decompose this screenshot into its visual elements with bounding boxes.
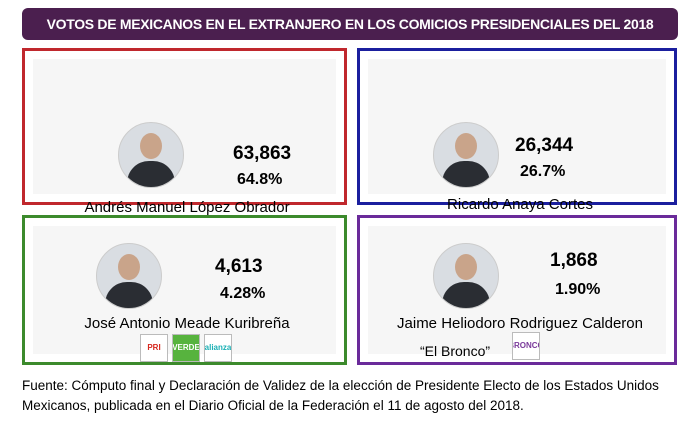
candidate-photo [118,122,184,188]
card-background [368,59,666,194]
nickname: “El Bronco” [420,343,491,359]
party-logo: PRI [140,334,168,362]
party-logos: BRONCO [512,332,540,360]
candidate-photo [433,122,499,188]
candidate-card: 4,613 4.28% José Antonio Meade Kuribreña PR… [22,215,347,365]
vote-count: 26,344 [515,135,574,156]
candidate-card: 1,868 1.90% Jaime Heliodoro Rodriguez Cald… [357,215,677,365]
candidate-name: Andrés Manuel López Obrador [84,199,290,216]
candidate-name: Ricardo Anaya Cortes [447,196,593,213]
party-logo: alianza [204,334,232,362]
vote-percent: 1.90% [555,281,601,298]
vote-count: 1,868 [550,250,598,271]
candidate-photo [433,243,499,309]
candidate-photo [96,243,162,309]
candidate-name: José Antonio Meade Kuribreña [84,315,290,332]
source-note: Fuente: Cómputo final y Declaración de V… [22,378,659,413]
party-logo: BRONCO [512,332,540,360]
candidate-name: Jaime Heliodoro Rodriguez Calderon [397,315,643,332]
party-logos: PRI VERDE alianza [140,334,232,362]
vote-count: 63,863 [233,143,292,164]
vote-percent: 64.8% [237,171,283,188]
vote-percent: 26.7% [520,163,566,180]
card-background [33,59,336,194]
vote-count: 4,613 [215,256,263,277]
vote-percent: 4.28% [220,285,266,302]
card-background [33,226,336,354]
title-bar: VOTOS DE MEXICANOS EN EL EXTRANJERO EN L… [22,8,678,40]
party-logo: VERDE [172,334,200,362]
